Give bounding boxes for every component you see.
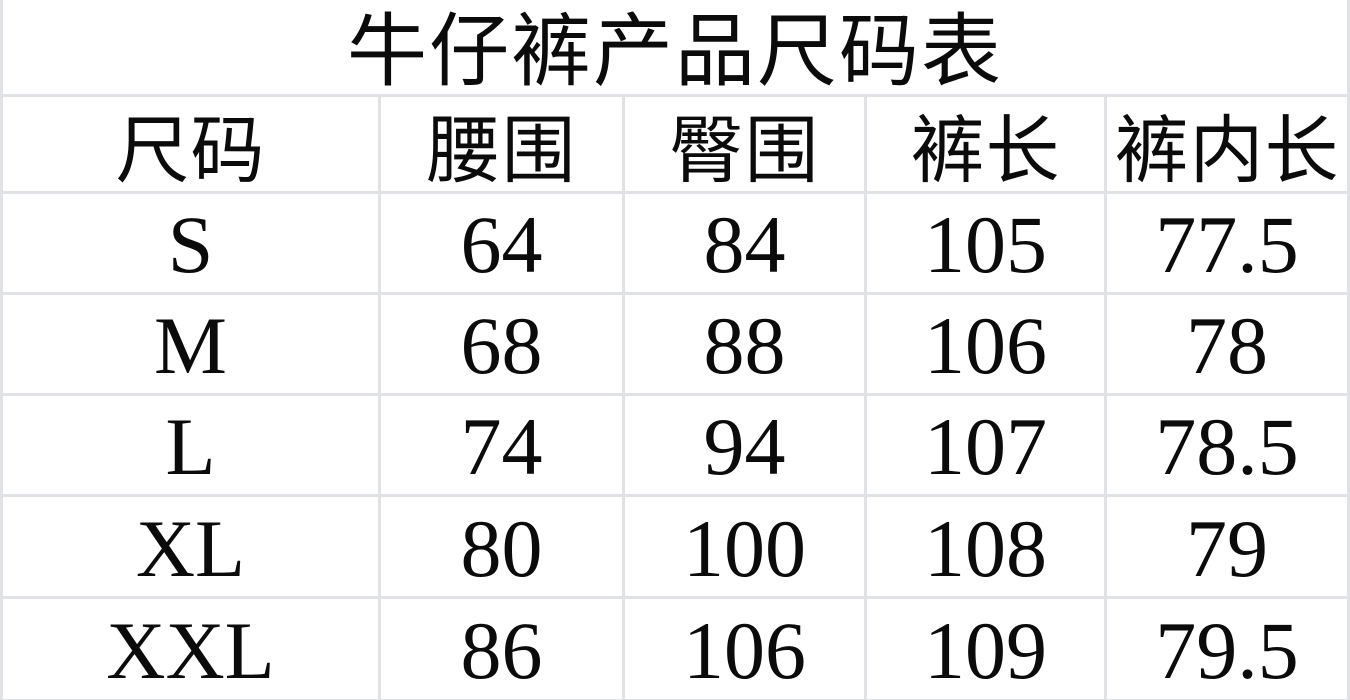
cell-size-m: M xyxy=(3,295,378,393)
cell-inseam-l: 78.5 xyxy=(1107,396,1347,494)
column-header-inseam: 裤内长 xyxy=(1107,97,1347,191)
cell-pant-length-s: 105 xyxy=(867,194,1104,292)
column-header-hip: 臀围 xyxy=(625,97,864,191)
column-header-pant-length: 裤长 xyxy=(867,97,1104,191)
cell-hip-m: 88 xyxy=(625,295,864,393)
cell-hip-s: 84 xyxy=(625,194,864,292)
table-title: 牛仔裤产品尺码表 xyxy=(3,0,1347,94)
cell-size-s: S xyxy=(3,194,378,292)
cell-size-xxl: XXL xyxy=(3,599,378,699)
cell-inseam-xxl: 79.5 xyxy=(1107,599,1347,699)
cell-waist-m: 68 xyxy=(381,295,622,393)
column-header-size: 尺码 xyxy=(3,97,378,191)
cell-pant-length-xxl: 109 xyxy=(867,599,1104,699)
cell-size-l: L xyxy=(3,396,378,494)
cell-size-xl: XL xyxy=(3,497,378,596)
cell-inseam-m: 78 xyxy=(1107,295,1347,393)
cell-hip-xl: 100 xyxy=(625,497,864,596)
cell-waist-s: 64 xyxy=(381,194,622,292)
cell-pant-length-xl: 108 xyxy=(867,497,1104,596)
cell-pant-length-l: 107 xyxy=(867,396,1104,494)
cell-inseam-s: 77.5 xyxy=(1107,194,1347,292)
cell-hip-xxl: 106 xyxy=(625,599,864,699)
column-header-waist: 腰围 xyxy=(381,97,622,191)
cell-hip-l: 94 xyxy=(625,396,864,494)
cell-inseam-xl: 79 xyxy=(1107,497,1347,596)
cell-waist-xl: 80 xyxy=(381,497,622,596)
cell-waist-xxl: 86 xyxy=(381,599,622,699)
cell-waist-l: 74 xyxy=(381,396,622,494)
cell-pant-length-m: 106 xyxy=(867,295,1104,393)
